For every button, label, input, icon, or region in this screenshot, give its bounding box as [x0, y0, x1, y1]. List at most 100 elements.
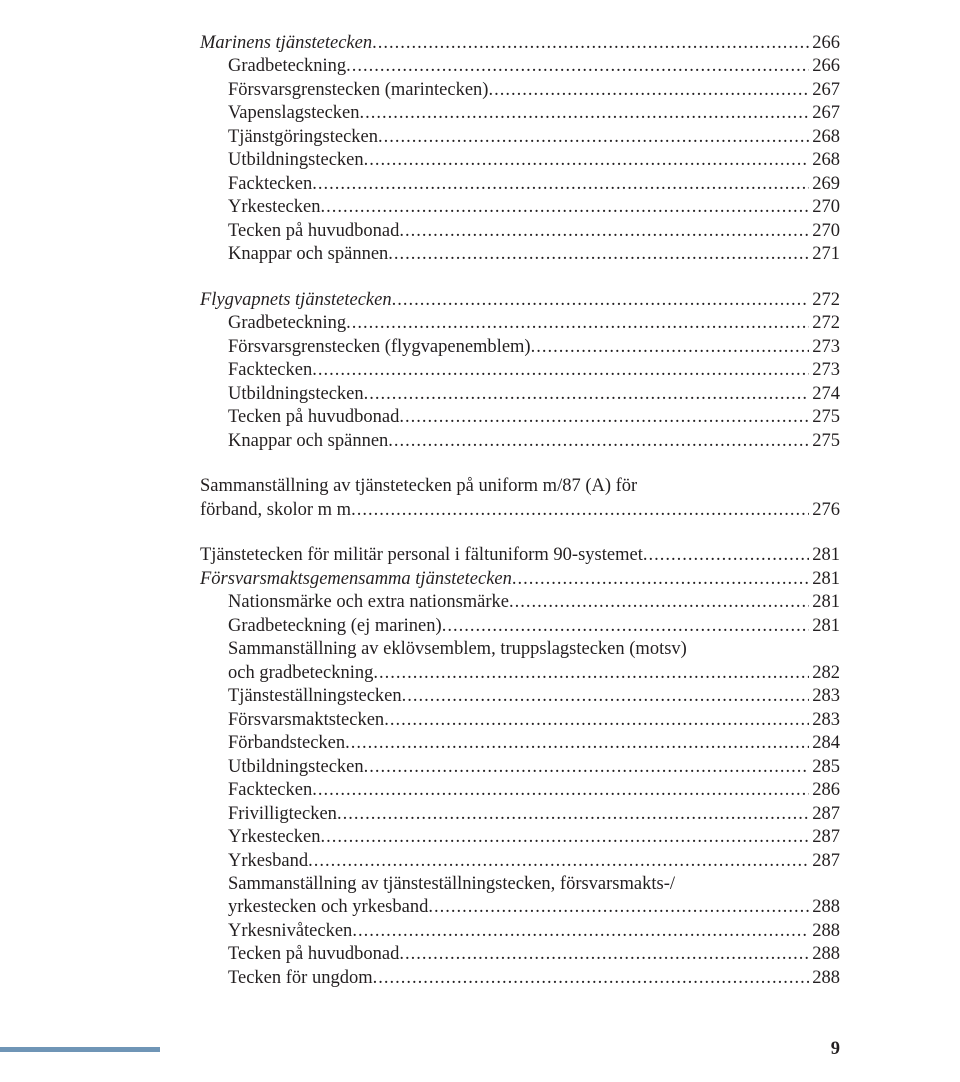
toc-leader-dots: [351, 499, 809, 522]
toc-entry-label: Flygvapnets tjänstetecken: [200, 289, 392, 312]
toc-leader-dots: [352, 920, 809, 943]
toc-leader-dots: [373, 662, 809, 685]
toc-entry-label: Gradbeteckning (ej marinen): [228, 615, 442, 638]
toc-entry-label: Yrkestecken: [228, 826, 320, 849]
toc-entry-label: Vapenslagstecken: [228, 102, 360, 125]
toc-leader-dots: [509, 591, 809, 614]
toc-entry-label: Tecken för ungdom: [228, 967, 373, 990]
toc-leader-dots: [643, 544, 809, 567]
toc-entry-page: 275: [809, 406, 840, 429]
toc-entry-page: 288: [809, 943, 840, 966]
toc-entry-label: Nationsmärke och extra nationsmärke: [228, 591, 509, 614]
toc-entry-page: 287: [809, 803, 840, 826]
toc-leader-dots: [399, 406, 809, 429]
toc-leader-dots: [345, 732, 809, 755]
toc-leader-dots: [384, 709, 809, 732]
toc-entry: Försvarsmaktsgemensamma tjänstetecken 28…: [200, 568, 840, 591]
toc-entry-label: Försvarsmaktsgemensamma tjänstetecken: [200, 568, 512, 591]
toc-entry-page: 284: [809, 732, 840, 755]
toc-entry: Facktecken 273: [200, 359, 840, 382]
toc-entry-label: förband, skolor m m: [200, 499, 351, 522]
toc-entry: Tecken på huvudbonad 288: [200, 943, 840, 966]
toc-entry-page: 281: [809, 615, 840, 638]
toc-entry: Facktecken 286: [200, 779, 840, 802]
toc-entry: Gradbeteckning 266: [200, 55, 840, 78]
toc-entry: Yrkesnivåtecken 288: [200, 920, 840, 943]
toc-entry-label: Försvarsgrenstecken (flygvapenemblem): [228, 336, 531, 359]
toc-entry-label: Marinens tjänstetecken: [200, 32, 372, 55]
toc-leader-dots: [399, 943, 809, 966]
toc-entry: Tjänsteställningstecken 283: [200, 685, 840, 708]
toc-entry-page: 281: [809, 591, 840, 614]
toc-entry-label: Tjänstetecken för militär personal i fäl…: [200, 544, 643, 567]
toc-entry-page: 274: [809, 383, 840, 406]
toc-entry: och gradbeteckning 282: [200, 662, 840, 685]
toc-entry-page: 275: [809, 430, 840, 453]
toc-leader-dots: [308, 850, 809, 873]
toc-entry-label: Utbildningstecken: [228, 756, 364, 779]
toc-entry: Knappar och spännen 275: [200, 430, 840, 453]
toc-entry: Knappar och spännen 271: [200, 243, 840, 266]
toc-entry: Frivilligtecken 287: [200, 803, 840, 826]
toc-entry: Facktecken 269: [200, 173, 840, 196]
toc-entry: Sammanställning av eklövsemblem, truppsl…: [200, 638, 840, 661]
toc-leader-dots: [312, 779, 809, 802]
toc-entry: förband, skolor m m 276: [200, 499, 840, 522]
toc-entry-page: 273: [809, 336, 840, 359]
toc-entry-page: 283: [809, 685, 840, 708]
toc-entry-label: Tjänsteställningstecken: [228, 685, 402, 708]
toc-entry-page: 267: [809, 102, 840, 125]
toc-entry-page: 288: [809, 920, 840, 943]
page-number: 9: [831, 1039, 840, 1060]
toc-entry: Yrkestecken 287: [200, 826, 840, 849]
toc-entry-label: Gradbeteckning: [228, 55, 346, 78]
toc-entry-label: Facktecken: [228, 173, 312, 196]
toc-leader-dots: [364, 756, 810, 779]
toc-leader-dots: [320, 196, 809, 219]
toc-entry-label: Tecken på huvudbonad: [228, 406, 399, 429]
toc-entry-page: 268: [809, 126, 840, 149]
toc-entry-page: 287: [809, 850, 840, 873]
footer-accent-bar: [0, 1047, 160, 1052]
toc-leader-dots: [428, 896, 809, 919]
toc-leader-dots: [346, 312, 809, 335]
toc-entry-page: 287: [809, 826, 840, 849]
toc-entry: Utbildningstecken 268: [200, 149, 840, 172]
toc-entry-label: Försvarsgrenstecken (marintecken): [228, 79, 488, 102]
toc-entry-label: Tjänstgöringstecken: [228, 126, 378, 149]
toc-leader-dots: [373, 967, 810, 990]
toc-entry: Tjänstgöringstecken 268: [200, 126, 840, 149]
toc-entry: Yrkesband 287: [200, 850, 840, 873]
toc-leader-dots: [360, 102, 810, 125]
toc-entry: Gradbeteckning (ej marinen) 281: [200, 615, 840, 638]
toc-entry-page: 272: [809, 289, 840, 312]
toc-entry-page: 270: [809, 220, 840, 243]
toc-leader-dots: [337, 803, 809, 826]
toc-entry-page: 288: [809, 896, 840, 919]
toc-entry-label: Facktecken: [228, 779, 312, 802]
toc-entry-label: Gradbeteckning: [228, 312, 346, 335]
toc-leader-dots: [312, 173, 809, 196]
toc-entry-page: 268: [809, 149, 840, 172]
toc-entry-page: 288: [809, 967, 840, 990]
toc-leader-dots: [372, 32, 809, 55]
toc-entry: Marinens tjänstetecken 266: [200, 32, 840, 55]
toc-leader-dots: [364, 149, 810, 172]
toc-entry-label: Yrkestecken: [228, 196, 320, 219]
toc-entry-label: Förbandstecken: [228, 732, 345, 755]
toc-page: Marinens tjänstetecken 266Gradbeteckning…: [0, 0, 960, 990]
toc-leader-dots: [378, 126, 809, 149]
toc-entry-page: 283: [809, 709, 840, 732]
toc-entry-label: Knappar och spännen: [228, 243, 388, 266]
toc-entry-page: 273: [809, 359, 840, 382]
toc-leader-dots: [392, 289, 810, 312]
toc-entry-label: Tecken på huvudbonad: [228, 220, 399, 243]
toc-entry-page: 282: [809, 662, 840, 685]
toc-entry: Tjänstetecken för militär personal i fäl…: [200, 544, 840, 567]
toc-entry-label: Yrkesband: [228, 850, 308, 873]
toc-entry: Tecken på huvudbonad 270: [200, 220, 840, 243]
toc-entry-label: Tecken på huvudbonad: [228, 943, 399, 966]
toc-entry: yrkestecken och yrkesband 288: [200, 896, 840, 919]
toc-entry-label: Sammanställning av tjänsteställningsteck…: [228, 873, 675, 896]
toc-entry-page: 285: [809, 756, 840, 779]
